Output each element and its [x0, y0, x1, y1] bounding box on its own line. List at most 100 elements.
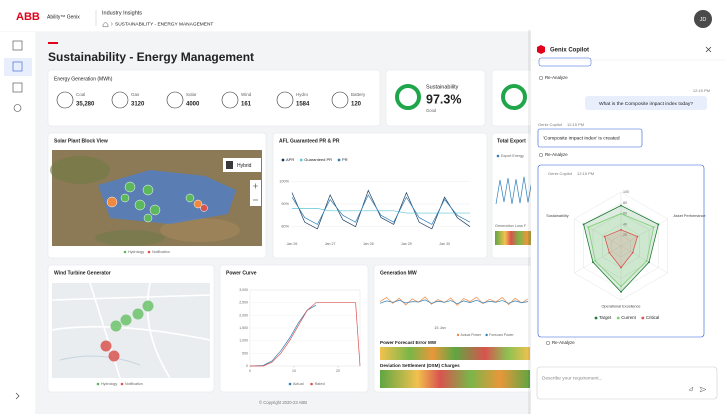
score-label: Sustainability — [426, 84, 459, 90]
card-title: Total Export — [497, 138, 526, 144]
radar-point — [648, 261, 650, 264]
map-marker[interactable] — [200, 204, 208, 212]
reanalyze-button[interactable]: Re-Analyze — [552, 340, 575, 345]
r-tick-label: 80 — [623, 201, 627, 205]
layer-label[interactable]: Hybrid — [237, 163, 252, 169]
y-tick-label: 1,000 — [239, 339, 248, 343]
x-tick-label: 0 — [249, 369, 251, 373]
power-curve-chart: 0 500 1,000 1,500 2,000 2,500 3,000 0 10 20 Actual… — [239, 288, 361, 386]
brand-logo[interactable]: ABB — [16, 11, 40, 23]
zoom-in[interactable] — [253, 183, 258, 189]
map-marker[interactable] — [108, 350, 120, 362]
legend-label: Notification — [152, 250, 170, 254]
legend-dot — [299, 158, 303, 162]
user-message — [585, 96, 707, 110]
x-tick-label: Jan 26 — [287, 242, 298, 246]
sender: Genix Copilot — [548, 171, 573, 176]
chevron — [110, 22, 113, 26]
top-bar: ABB Ability™ Genix Industry Insights SUS… — [0, 0, 725, 33]
terrain — [95, 230, 165, 246]
energy-icon — [276, 91, 294, 109]
legend-label: Actual — [293, 382, 304, 386]
legend-label: Guaranteed PR — [304, 157, 332, 162]
reanalyze-icon[interactable] — [545, 340, 551, 346]
map-marker[interactable] — [134, 199, 146, 211]
map-marker[interactable] — [132, 308, 144, 320]
timestamp: 12:15 PM — [567, 122, 584, 127]
map-marker[interactable] — [193, 199, 203, 209]
radar-point — [652, 226, 655, 229]
y-tick-label: 3,000 — [239, 288, 248, 292]
avatar[interactable] — [694, 10, 712, 28]
data-line — [379, 299, 529, 305]
breadcrumb[interactable]: SUSTAINABILITY - ENERGY MANAGEMENT — [115, 21, 213, 27]
legend-label: Hydrology — [101, 382, 117, 386]
y-tick-label: 2,000 — [239, 313, 248, 317]
reanalyze-icon[interactable] — [538, 75, 544, 81]
map-marker[interactable] — [185, 193, 195, 203]
map-marker[interactable] — [100, 340, 112, 352]
legend-label: Actual Power — [461, 333, 482, 337]
map-marker[interactable] — [142, 184, 154, 196]
pr-card — [272, 132, 488, 259]
card-title: AFL Guaranteed PR & PR — [279, 138, 340, 144]
legend-dot — [456, 333, 460, 337]
bot-message — [537, 128, 643, 148]
reanalyze-button[interactable]: Re-Analyze — [545, 152, 568, 157]
map-marker[interactable] — [120, 314, 132, 326]
terrain — [50, 156, 110, 184]
score-value: 97.3% — [426, 92, 461, 106]
r-tick-label: 60 — [623, 212, 627, 216]
y-tick-label: 100% — [279, 179, 289, 183]
map-marker[interactable] — [149, 204, 161, 216]
title-accent — [48, 42, 58, 44]
reanalyze-button[interactable]: Re-Analyze — [545, 75, 568, 80]
footer: © Copyright 2020-23 ABB — [259, 400, 307, 405]
axis-line — [620, 245, 668, 274]
map-marker[interactable] — [124, 181, 136, 193]
data-line — [250, 302, 361, 367]
legend-label: Rated — [315, 382, 325, 386]
map-marker[interactable] — [106, 196, 118, 208]
heatmap — [380, 370, 530, 388]
score-status: Good — [426, 108, 437, 113]
map-markers — [106, 181, 208, 223]
sender: Genix Copilot — [538, 122, 563, 127]
expand-button[interactable] — [15, 392, 20, 400]
x-tick-label: 20 — [336, 369, 340, 373]
map-marker[interactable] — [120, 193, 130, 203]
nav-icon[interactable] — [13, 104, 22, 112]
radar-chart: 20 40 60 80 100 Asset Performance Operational … — [546, 190, 705, 320]
data-line — [292, 208, 470, 214]
input-placeholder[interactable]: Describe your requirement... — [542, 375, 603, 381]
layer-icon — [226, 161, 233, 169]
x-tick-label: 10 — [292, 369, 296, 373]
nav-icon[interactable] — [12, 61, 23, 72]
map-marker[interactable] — [142, 300, 154, 312]
close-button[interactable] — [705, 46, 712, 53]
send-button[interactable] — [699, 386, 707, 393]
map-marker[interactable] — [143, 213, 153, 223]
reanalyze-icon[interactable] — [538, 152, 544, 158]
radar-point — [582, 223, 585, 226]
home-icon[interactable] — [102, 21, 109, 28]
legend-label: Forecast Power — [489, 333, 514, 337]
map-marker[interactable] — [110, 320, 122, 332]
avatar-initials[interactable]: JD — [700, 17, 707, 23]
chat-input[interactable] — [536, 366, 718, 400]
radar-point — [603, 235, 606, 238]
energy-items: Coal 35,280 Gas 3120 Solar 4000 Wind 161 Hydro 15… — [56, 91, 366, 109]
radar-point — [620, 266, 622, 269]
attach-button[interactable] — [688, 386, 694, 392]
sustainability-card — [385, 69, 486, 127]
heatmap — [380, 347, 530, 360]
heatmap — [495, 231, 535, 245]
data-line — [291, 194, 471, 225]
nav-icon[interactable] — [12, 82, 23, 93]
radar-point — [620, 285, 622, 288]
axis-line — [620, 218, 668, 247]
nav-icon[interactable] — [12, 40, 23, 51]
energy-label: Gas — [131, 92, 140, 97]
energy-value: 3120 — [131, 102, 145, 108]
